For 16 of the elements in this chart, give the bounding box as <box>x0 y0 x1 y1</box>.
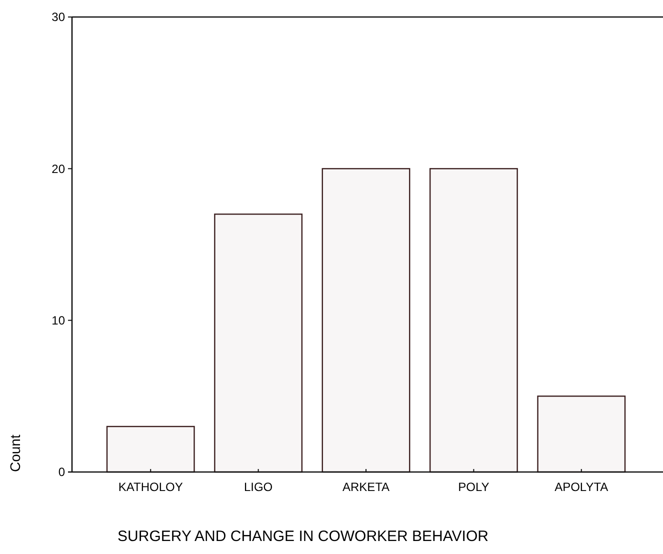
y-tick-label: 20 <box>52 162 66 176</box>
x-tick-label: POLY <box>458 480 490 494</box>
y-tick-label: 30 <box>52 10 66 24</box>
y-axis-title: Count <box>7 434 23 472</box>
bar <box>429 168 518 473</box>
x-axis-title: SURGERY AND CHANGE IN COWORKER BEHAVIOR <box>118 528 489 545</box>
bar <box>106 426 195 473</box>
bar <box>214 214 303 473</box>
y-tick-label: 10 <box>52 314 66 328</box>
x-tick-label: ARKETA <box>342 480 390 494</box>
x-tick-label: LIGO <box>244 480 273 494</box>
y-tick-label: 0 <box>58 465 66 480</box>
bar <box>537 396 626 473</box>
bar <box>322 168 410 473</box>
x-tick-label: APOLYTA <box>554 480 608 494</box>
x-tick-label: KATHOLOY <box>118 480 183 494</box>
